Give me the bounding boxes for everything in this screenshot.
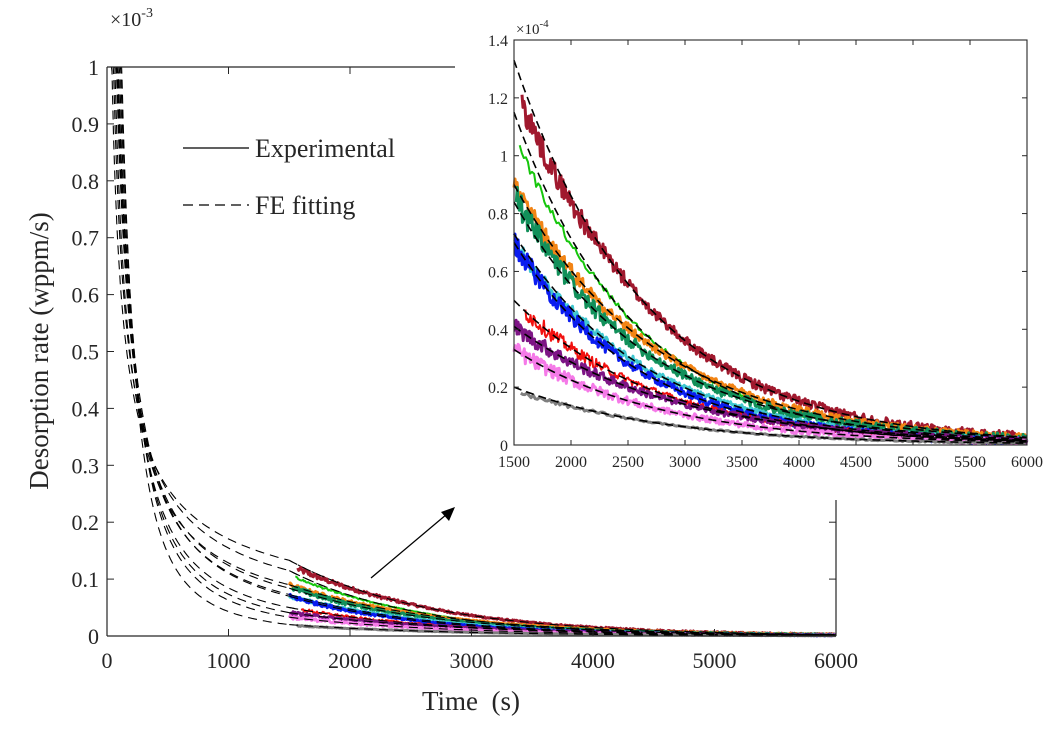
main-y-tick-label: 0.9 <box>72 112 100 137</box>
inset-background <box>514 40 1027 445</box>
main-plot: 0 1000 2000 3000 4000 5000 6000 0 0.1 0.2 0.3 0.4 0.… <box>24 6 858 716</box>
main-plot-axes: 0 1000 2000 3000 4000 5000 6000 0 0.1 0.2 0.3 0.4 0.… <box>72 55 859 673</box>
legend: Experimental FE fitting <box>183 134 395 220</box>
main-y-tick-label: 0.5 <box>72 340 100 365</box>
main-fit-overlay-3 <box>289 584 836 636</box>
main-y-tick-label: 0.1 <box>72 567 100 592</box>
main-y-exponent-power: -3 <box>141 6 153 21</box>
main-y-exponent: ×10-3 <box>110 6 153 31</box>
main-y-tick-label: 0.2 <box>72 510 100 535</box>
main-x-tick-label: 1000 <box>207 648 251 673</box>
main-y-exponent-base: ×10 <box>110 9 141 31</box>
inset-x-tick-label: 4000 <box>783 454 815 471</box>
inset-x-tick-label: 2000 <box>555 454 587 471</box>
main-x-tick-label: 5000 <box>693 648 737 673</box>
inset-y-tick-label: 0 <box>500 438 508 455</box>
main-y-tick-label: 0.4 <box>72 396 100 421</box>
zoom-arrow <box>370 507 455 579</box>
legend-experimental-label: Experimental <box>255 134 395 163</box>
inset-x-tick-label: 3500 <box>726 454 758 471</box>
inset-x-tick-label: 4500 <box>840 454 872 471</box>
inset-fit-curve-8 <box>513 325 1027 441</box>
inset-x-tick-label: 5000 <box>897 454 929 471</box>
inset-y-tick-label: 0.4 <box>488 322 508 339</box>
inset-y-tick-label: 1 <box>500 149 508 166</box>
main-x-tick-label: 4000 <box>571 648 615 673</box>
main-y-tick-label: 0 <box>88 624 99 649</box>
legend-fitting-label: FE fitting <box>255 191 355 220</box>
inset-x-tick-label: 3000 <box>669 454 701 471</box>
inset-plot-axes: 1500 2000 2500 3000 3500 4000 4500 5000 5500 6000… <box>488 33 1043 471</box>
inset-y-exponent-base: ×10 <box>516 22 539 38</box>
inset-fit-curve-9 <box>513 348 1027 443</box>
main-x-tick-label: 6000 <box>814 648 858 673</box>
main-fit-overlay-8 <box>289 612 837 636</box>
inset-y-tick-label: 0.6 <box>488 264 508 281</box>
main-fit-overlay-4 <box>289 587 836 636</box>
main-fit-overlay-2 <box>289 570 836 636</box>
zoom-arrow-shaft <box>370 513 448 579</box>
y-axis-label: Desorption rate (wppm/s) <box>24 212 54 489</box>
inset-fit-curve-10 <box>513 386 1027 444</box>
main-y-tick-label: 0.6 <box>72 283 100 308</box>
inset-fit-curve-6 <box>513 242 1027 443</box>
inset-y-tick-label: 0.8 <box>488 207 508 224</box>
zoom-arrow-head <box>441 507 455 521</box>
main-plot-curves <box>110 66 837 638</box>
inset-x-tick-label: 1500 <box>498 454 530 471</box>
inset-y-tick-label: 1.4 <box>488 33 508 50</box>
main-y-tick-label: 0.3 <box>72 453 100 478</box>
main-y-tick-label: 1 <box>88 55 99 80</box>
inset-y-tick-label: 0.2 <box>488 380 508 397</box>
inset-frame <box>513 39 1028 446</box>
inset-y-exponent-power: -4 <box>539 18 549 30</box>
main-y-tick-label: 0.7 <box>72 226 100 251</box>
inset-x-tick-label: 2500 <box>612 454 644 471</box>
inset-plot: 1500 2000 2500 3000 3500 4000 4500 5000 5500 6000… <box>488 18 1043 471</box>
inset-fit-curve-1 <box>513 60 1028 439</box>
x-axis-label: Time (s) <box>422 686 520 716</box>
inset-y-exponent: ×10-4 <box>516 18 549 38</box>
inset-fit-curve-4 <box>513 201 1028 441</box>
main-x-tick-label: 3000 <box>450 648 494 673</box>
inset-fit-curve-3 <box>513 184 1028 439</box>
inset-fit-curve-2 <box>513 112 1028 442</box>
inset-plot-curves <box>512 60 1029 446</box>
inset-x-tick-label: 6000 <box>1011 454 1043 471</box>
main-x-tick-label: 2000 <box>328 648 372 673</box>
main-x-tick-label: 0 <box>102 648 113 673</box>
inset-x-tick-label: 5500 <box>954 454 986 471</box>
inset-y-tick-label: 1.2 <box>488 91 508 108</box>
main-y-tick-label: 0.8 <box>72 169 100 194</box>
main-fit-overlay-1 <box>289 559 836 636</box>
